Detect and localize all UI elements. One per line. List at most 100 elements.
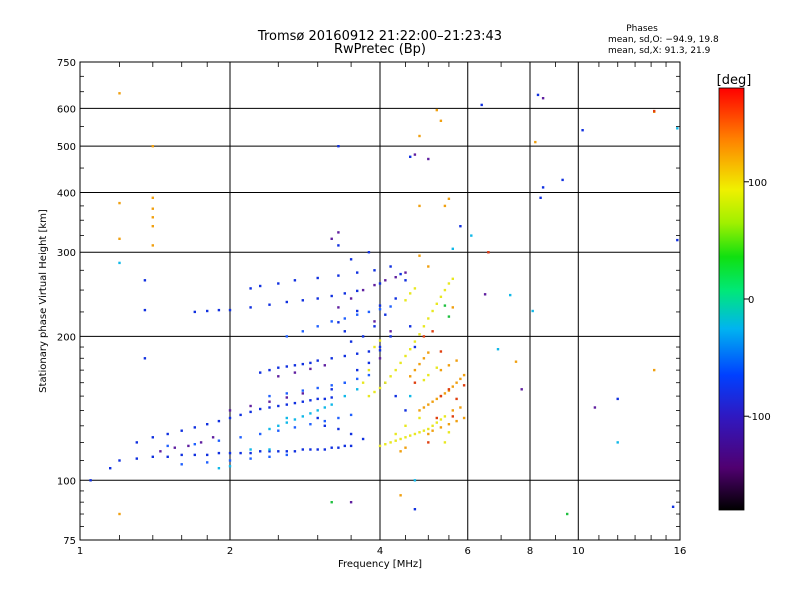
- data-point: [228, 465, 232, 468]
- data-point: [316, 416, 319, 420]
- data-point: [455, 359, 458, 362]
- data-point: [356, 309, 359, 313]
- data-point: [676, 127, 679, 130]
- data-point: [373, 283, 376, 287]
- data-point: [451, 247, 454, 250]
- data-point: [439, 368, 443, 372]
- data-point: [394, 394, 397, 398]
- data-point: [349, 501, 353, 504]
- data-point: [337, 416, 340, 420]
- data-point: [409, 375, 412, 378]
- data-point: [439, 119, 443, 122]
- data-point: [514, 360, 518, 363]
- y-tick-label: 200: [57, 332, 76, 343]
- data-point: [413, 153, 417, 156]
- data-point: [206, 423, 209, 426]
- data-point: [293, 450, 297, 453]
- data-point: [409, 155, 412, 158]
- data-point: [151, 244, 154, 247]
- data-point: [409, 434, 412, 437]
- data-point: [389, 375, 392, 378]
- data-point: [356, 352, 359, 355]
- data-point: [330, 403, 333, 406]
- data-point: [151, 225, 154, 228]
- data-point: [483, 293, 487, 296]
- data-point: [337, 244, 340, 247]
- data-point: [217, 451, 221, 455]
- data-point: [285, 403, 288, 406]
- data-point: [343, 292, 346, 295]
- data-point: [361, 381, 365, 384]
- data-point: [293, 401, 297, 405]
- data-point: [378, 444, 382, 448]
- data-point: [455, 419, 458, 423]
- data-point: [330, 320, 333, 323]
- data-point: [349, 258, 353, 261]
- data-point: [361, 437, 365, 441]
- data-point: [228, 451, 232, 455]
- data-point: [323, 364, 326, 367]
- data-point: [309, 448, 312, 451]
- data-point: [330, 501, 333, 504]
- data-point: [496, 348, 500, 351]
- data-point: [459, 225, 462, 228]
- data-point: [413, 508, 417, 511]
- x-tick-label: 4: [377, 546, 383, 557]
- data-point: [439, 426, 443, 429]
- data-point: [447, 315, 451, 318]
- x-tick-label: 10: [572, 546, 585, 557]
- data-point: [330, 294, 333, 298]
- data-point: [373, 325, 376, 328]
- data-point: [394, 368, 397, 372]
- data-point: [616, 441, 619, 444]
- data-point: [239, 451, 242, 455]
- data-point: [536, 93, 540, 97]
- data-point: [343, 394, 346, 398]
- data-point: [399, 450, 402, 453]
- data-point: [367, 373, 371, 377]
- data-point: [249, 410, 252, 414]
- data-point: [277, 429, 280, 432]
- data-point: [211, 436, 215, 439]
- data-point: [373, 390, 376, 394]
- y-tick-label: 400: [57, 188, 76, 199]
- x-tick-label: 6: [465, 546, 471, 557]
- data-point: [462, 373, 466, 377]
- data-point: [435, 302, 438, 305]
- data-point: [217, 419, 221, 423]
- data-point: [323, 419, 326, 423]
- data-point: [151, 455, 154, 458]
- y-tick-label: 300: [57, 248, 76, 259]
- data-point: [337, 321, 340, 324]
- data-point: [143, 357, 147, 360]
- data-point: [293, 371, 297, 374]
- y-tick-label: 75: [63, 536, 76, 547]
- data-point: [427, 265, 430, 268]
- data-point: [239, 413, 242, 417]
- data-point: [404, 279, 407, 282]
- data-point: [447, 197, 451, 200]
- data-point: [404, 409, 407, 412]
- data-point: [249, 451, 252, 455]
- data-point: [268, 448, 271, 451]
- data-point: [187, 444, 190, 448]
- data-point: [118, 512, 121, 516]
- data-point: [259, 407, 262, 411]
- data-point: [462, 416, 466, 420]
- data-point: [356, 289, 359, 293]
- data-point: [389, 441, 392, 444]
- data-point: [259, 284, 262, 288]
- data-point: [394, 276, 397, 279]
- data-point: [309, 412, 312, 415]
- data-point: [539, 196, 542, 199]
- data-point: [447, 389, 451, 392]
- data-point: [439, 295, 443, 298]
- data-point: [378, 304, 382, 307]
- data-point: [455, 397, 458, 401]
- data-point: [676, 238, 679, 242]
- data-point: [285, 365, 288, 368]
- data-point: [151, 145, 154, 148]
- data-point: [509, 293, 512, 297]
- data-point: [541, 97, 545, 100]
- data-point: [384, 381, 387, 384]
